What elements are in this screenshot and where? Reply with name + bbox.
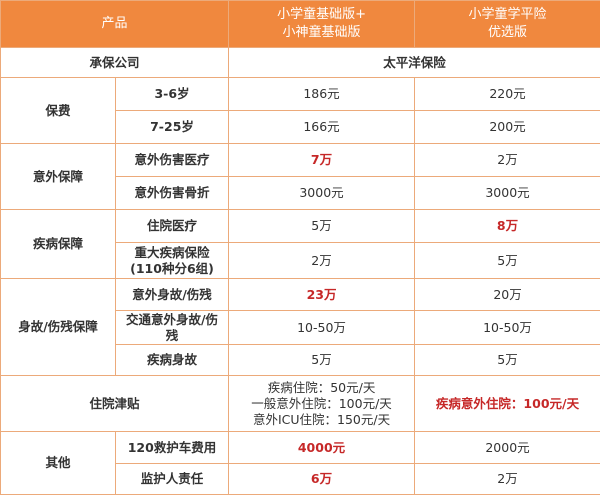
header-plan-b-line1: 小学童学平险	[415, 6, 600, 24]
header-plan-a-line1: 小学童基础版+	[229, 6, 414, 24]
plan-b-value: 3000元	[415, 177, 600, 210]
plan-b-value: 5万	[415, 345, 600, 376]
header-row: 产品 小学童基础版+ 小神童基础版 小学童学平险 优选版	[1, 1, 600, 48]
header-product: 产品	[1, 1, 229, 48]
item-label-line2: 残	[116, 328, 228, 344]
allowance-line: 一般意外住院：100元/天	[229, 396, 414, 412]
insurer-label: 承保公司	[1, 48, 229, 78]
plan-a-value: 3000元	[229, 177, 415, 210]
plan-b-value: 2万	[415, 144, 600, 177]
item-label: 疾病身故	[116, 345, 229, 376]
group-other: 其他	[1, 432, 116, 495]
plan-b-value: 10-50万	[415, 311, 600, 345]
item-label: 监护人责任	[116, 464, 229, 495]
plan-a-value: 5万	[229, 345, 415, 376]
plan-b-value: 2万	[415, 464, 600, 495]
plan-b-value: 20万	[415, 279, 600, 311]
group-accident: 意外保障	[1, 144, 116, 210]
plan-a-value: 6万	[229, 464, 415, 495]
insurer-value: 太平洋保险	[229, 48, 600, 78]
item-label: 120救护车费用	[116, 432, 229, 464]
group-premium: 保费	[1, 78, 116, 144]
item-label: 住院医疗	[116, 210, 229, 243]
item-label: 意外伤害医疗	[116, 144, 229, 177]
plan-a-value: 23万	[229, 279, 415, 311]
plan-b-value: 220元	[415, 78, 600, 111]
item-label: 意外身故/伤残	[116, 279, 229, 311]
table-row: 身故/伤残保障 意外身故/伤残 23万 20万	[1, 279, 600, 311]
header-plan-b: 小学童学平险 优选版	[415, 1, 600, 48]
plan-b-value: 8万	[415, 210, 600, 243]
table-row: 保费 3-6岁 186元 220元	[1, 78, 600, 111]
item-label-line2: (110种分6组)	[116, 261, 228, 277]
item-label: 3-6岁	[116, 78, 229, 111]
table-row: 其他 120救护车费用 4000元 2000元	[1, 432, 600, 464]
header-plan-b-line2: 优选版	[415, 24, 600, 42]
header-plan-a-line2: 小神童基础版	[229, 24, 414, 42]
table-row: 疾病保障 住院医疗 5万 8万	[1, 210, 600, 243]
group-illness: 疾病保障	[1, 210, 116, 279]
item-label-line1: 交通意外身故/伤	[116, 312, 228, 328]
hospital-allowance-row: 住院津贴 疾病住院：50元/天 一般意外住院：100元/天 意外ICU住院：15…	[1, 376, 600, 432]
item-label: 意外伤害骨折	[116, 177, 229, 210]
plan-b-value: 2000元	[415, 432, 600, 464]
table-row: 意外保障 意外伤害医疗 7万 2万	[1, 144, 600, 177]
item-label-line1: 重大疾病保险	[116, 245, 228, 261]
plan-a-value: 166元	[229, 111, 415, 144]
plan-a-value: 7万	[229, 144, 415, 177]
hospital-allowance-plan-b: 疾病意外住院：100元/天	[415, 376, 600, 432]
plan-a-value: 4000元	[229, 432, 415, 464]
insurer-row: 承保公司 太平洋保险	[1, 48, 600, 78]
hospital-allowance-plan-a: 疾病住院：50元/天 一般意外住院：100元/天 意外ICU住院：150元/天	[229, 376, 415, 432]
hospital-allowance-label: 住院津贴	[1, 376, 229, 432]
plan-b-value: 5万	[415, 243, 600, 279]
allowance-line: 意外ICU住院：150元/天	[229, 412, 414, 428]
plan-a-value: 186元	[229, 78, 415, 111]
plan-a-value: 5万	[229, 210, 415, 243]
plan-b-value: 200元	[415, 111, 600, 144]
item-label: 交通意外身故/伤 残	[116, 311, 229, 345]
plan-a-value: 10-50万	[229, 311, 415, 345]
item-label: 重大疾病保险 (110种分6组)	[116, 243, 229, 279]
plan-a-value: 2万	[229, 243, 415, 279]
group-death: 身故/伤残保障	[1, 279, 116, 376]
header-plan-a: 小学童基础版+ 小神童基础版	[229, 1, 415, 48]
allowance-line: 疾病住院：50元/天	[229, 380, 414, 396]
item-label: 7-25岁	[116, 111, 229, 144]
